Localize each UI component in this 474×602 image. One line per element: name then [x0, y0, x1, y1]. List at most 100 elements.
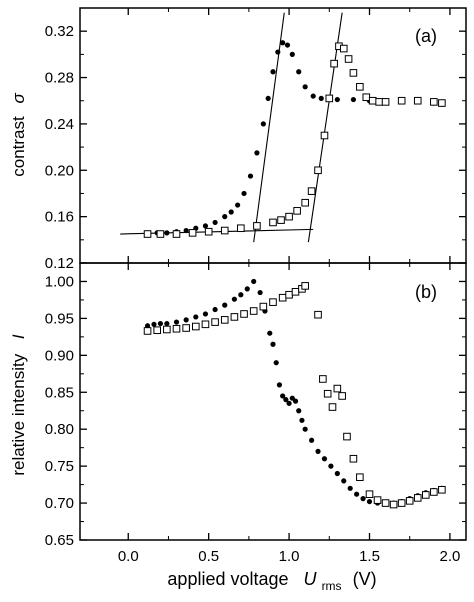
data-point-square: [368, 96, 377, 105]
data-point-square: [375, 98, 383, 106]
data-point-circle: [310, 93, 316, 99]
data-point-circle: [292, 398, 299, 404]
x-axis-symbol: U: [304, 569, 318, 589]
panel-b: 0.65 0.70 0.75 0.80 0.85 0.90 0.95 1.00 0.0 0.5 1…: [9, 262, 467, 594]
data-point-circle: [270, 341, 276, 347]
data-point-circle: [202, 223, 209, 229]
x-tick-label: 1.0: [279, 548, 300, 565]
y-tick-label: 0.70: [45, 495, 74, 512]
y-tick-label: 0.12: [45, 255, 74, 272]
data-point-square: [389, 500, 398, 509]
data-point-circle: [350, 96, 357, 103]
data-point-square: [344, 55, 353, 63]
data-point-square: [314, 310, 322, 319]
data-point-square: [328, 403, 337, 411]
data-point-circle: [151, 321, 157, 327]
data-point-square: [413, 494, 422, 502]
y-tick-label: 0.32: [45, 23, 74, 40]
data-point-circle: [257, 289, 263, 296]
data-point-square: [163, 325, 171, 334]
data-point-circle: [360, 496, 366, 502]
panel-a-fit-lines: [120, 12, 343, 243]
data-point-square: [278, 293, 287, 302]
data-point-square: [320, 131, 329, 140]
data-point-square: [349, 69, 358, 77]
data-point-square: [397, 499, 406, 507]
data-point-square: [204, 227, 213, 236]
data-point-square: [413, 96, 422, 105]
data-point-square: [301, 198, 309, 207]
data-point-circle: [183, 227, 189, 234]
data-point-square: [405, 497, 414, 505]
data-point-square: [201, 320, 210, 329]
data-point-circle: [318, 95, 324, 102]
data-point-square: [249, 307, 258, 315]
data-point-square: [156, 230, 165, 238]
data-point-square: [421, 491, 430, 499]
data-point-square: [240, 310, 248, 318]
data-point-circle: [347, 485, 353, 491]
data-point-circle: [164, 230, 170, 236]
data-point-circle: [270, 69, 276, 75]
data-point-circle: [267, 330, 273, 336]
data-point-square: [362, 93, 371, 102]
data-point-square: [143, 327, 152, 335]
data-point-square: [182, 324, 190, 332]
data-point-circle: [164, 320, 170, 327]
data-point-square: [339, 44, 348, 53]
x-axis-title: applied voltage U rms (V): [167, 569, 376, 594]
data-point-square: [143, 230, 152, 238]
data-point-circle: [212, 306, 218, 313]
data-point-circle: [284, 42, 291, 48]
data-point-square: [192, 322, 200, 331]
data-point-circle: [280, 40, 286, 46]
data-point-circle: [254, 150, 260, 156]
y-tick-label: 0.28: [45, 70, 74, 87]
data-point-circle: [321, 456, 328, 462]
data-point-square: [430, 488, 438, 496]
data-point-square: [373, 496, 382, 504]
data-point-square: [237, 224, 245, 233]
data-point-circle: [334, 96, 340, 103]
y-tick-label: 0.65: [45, 532, 74, 549]
data-point-circle: [265, 95, 271, 102]
data-point-circle: [238, 292, 244, 298]
y-tick-label: 1.00: [45, 273, 74, 290]
data-point-square: [220, 316, 229, 324]
x-axis-subscript: rms: [322, 579, 342, 593]
data-point-square: [211, 318, 219, 326]
data-point-circle: [341, 478, 347, 484]
data-point-circle: [173, 319, 180, 325]
y-tick-label: 0.90: [45, 347, 74, 364]
data-point-circle: [299, 417, 305, 423]
data-point-square: [172, 230, 181, 238]
data-point-square: [430, 98, 438, 106]
y-tick-label: 0.85: [45, 384, 74, 401]
data-point-circle: [244, 286, 250, 292]
panel-a-ylabel: contrast: [9, 116, 28, 177]
data-point-square: [269, 218, 277, 227]
x-tick-label: 0.0: [118, 548, 139, 565]
panel-b-marks: [143, 278, 446, 509]
y-tick-label: 0.16: [45, 209, 74, 226]
data-point-square: [381, 98, 390, 106]
panel-b-y-ticks: 0.65 0.70 0.75 0.80 0.85 0.90 0.95 1.00: [45, 273, 466, 549]
data-point-circle: [212, 219, 218, 226]
panel-b-x-ticks: 0.0 0.5 1.0 1.5 2.0: [118, 263, 460, 565]
data-point-circle: [302, 426, 308, 432]
data-point-circle: [241, 190, 247, 197]
panel-a-x-ticks: [127, 8, 451, 263]
panel-a-y-axis-title: contrast σ: [9, 93, 28, 177]
data-point-circle: [309, 437, 315, 443]
data-point-circle: [328, 463, 334, 469]
svg-text:contrast σ: contrast σ: [9, 93, 28, 177]
data-point-circle: [315, 448, 321, 454]
data-point-circle: [251, 278, 257, 285]
data-point-circle: [296, 408, 302, 414]
data-point-circle: [302, 84, 308, 90]
data-point-square: [259, 302, 268, 311]
x-tick-label: 1.5: [359, 548, 380, 565]
data-point-circle: [289, 51, 295, 57]
x-axis-unit: (V): [353, 569, 377, 589]
data-point-circle: [193, 314, 199, 320]
